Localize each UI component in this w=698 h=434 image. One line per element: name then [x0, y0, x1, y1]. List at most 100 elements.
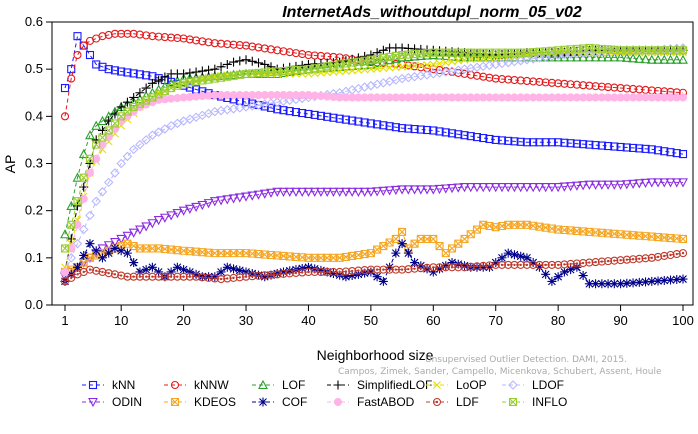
series-line-odin: [64, 181, 683, 278]
point-cof-61: [435, 264, 445, 274]
point-ldf-34: [266, 270, 276, 279]
point-knnw-9: [110, 29, 119, 38]
point-knn-36: [279, 106, 288, 115]
point-inflo-3: [73, 197, 82, 206]
point-knn-42: [316, 111, 325, 120]
point-loop-65: [460, 55, 469, 64]
point-knnw-89: [610, 83, 619, 92]
point-ldof-14: [141, 135, 151, 145]
point-odin-56: [403, 185, 414, 195]
y-tick-label-5: 0.5: [25, 61, 43, 76]
point-cof-84: [578, 271, 588, 281]
point-loop-51: [373, 64, 382, 73]
point-knn-78: [541, 138, 550, 147]
point-ldf-99: [672, 250, 681, 259]
point-knnw-35: [273, 46, 282, 55]
point-cof-98: [666, 275, 676, 285]
point-ldf-55: [398, 265, 407, 274]
point-knnw-76: [529, 77, 538, 86]
point-ldf-97: [660, 251, 669, 260]
point-ldof-16: [153, 127, 164, 137]
point-odin-65: [459, 183, 470, 193]
point-ldof-10: [116, 158, 126, 169]
point-knn-40: [304, 109, 313, 119]
point-odin-48: [353, 187, 364, 197]
point-lof-99: [671, 54, 682, 64]
point-loop-50: [366, 65, 375, 74]
point-odin-93: [634, 179, 645, 189]
point-ldf-100: [678, 249, 688, 258]
point-knnw-18: [167, 33, 176, 42]
point-cof-36: [278, 267, 288, 277]
point-knnw-88: [604, 83, 613, 92]
point-ldf-28: [229, 273, 238, 282]
point-knn-51: [373, 120, 382, 129]
point-odin-85: [584, 180, 595, 190]
point-cof-44: [328, 269, 338, 279]
point-odin-73: [509, 183, 520, 193]
point-ldf-83: [572, 259, 581, 268]
point-odin-33: [259, 189, 270, 199]
point-simplifiedlof-30: [241, 55, 251, 65]
point-cof-3: [72, 262, 82, 272]
point-odin-98: [665, 178, 676, 188]
point-cof-16: [154, 267, 164, 277]
point-cof-19: [172, 262, 182, 272]
point-odin-44: [328, 187, 339, 197]
point-ldf-92: [629, 255, 638, 264]
point-cof-31: [247, 269, 257, 279]
legend-item-knn: kNN: [82, 378, 135, 392]
point-knn-96: [653, 146, 663, 155]
point-ldf-77: [535, 260, 544, 269]
point-loop-47: [348, 66, 357, 75]
point-knn-3: [73, 32, 82, 41]
point-cof-47: [347, 271, 357, 281]
y-axis: 0.0 0.1 0.2 0.3 0.4 0.5 0.6: [25, 14, 52, 312]
point-odin-17: [159, 213, 170, 223]
point-knn-54: [391, 123, 400, 132]
point-knnw-40: [304, 50, 313, 60]
point-lof-95: [646, 54, 657, 64]
point-knnw-21: [185, 35, 194, 44]
y-tick-label-6: 0.6: [25, 14, 43, 29]
point-knn-86: [591, 141, 600, 150]
x-axis: 1 10 20 30 40 50 60 70 80 90 100: [61, 305, 694, 328]
point-knnw-13: [135, 30, 144, 39]
point-ldf-70: [491, 260, 500, 269]
point-lof-98: [665, 54, 676, 64]
point-ldf-71: [497, 260, 507, 269]
point-loop-52: [379, 64, 388, 73]
point-odin-75: [522, 183, 532, 193]
point-odin-37: [284, 187, 295, 197]
point-ldf-56: [404, 265, 413, 274]
point-simplifiedlof-22: [191, 67, 201, 77]
point-cof-10: [116, 246, 126, 256]
x-tick-label-6: 60: [426, 313, 440, 328]
point-odin-66: [465, 183, 476, 193]
point-cof-40: [303, 262, 313, 272]
point-cof-55: [397, 239, 407, 249]
x-tick-label-4: 40: [301, 313, 315, 328]
point-ldf-38: [291, 268, 301, 277]
x-tick-label-9: 90: [613, 313, 627, 328]
point-knnw-68: [479, 72, 488, 81]
point-knn-49: [360, 118, 369, 127]
point-cof-75: [522, 253, 532, 263]
point-cof-33: [260, 272, 270, 282]
point-fastabod-1: [60, 267, 70, 277]
point-knnw-32: [254, 43, 263, 52]
point-odin-94: [640, 178, 651, 189]
point-ldf-19: [173, 272, 182, 281]
point-odin-90: [615, 180, 626, 190]
point-cof-77: [534, 262, 544, 272]
legend-marker-simplifiedlof: [333, 380, 343, 390]
point-odin-21: [184, 204, 195, 214]
point-odin-26: [216, 196, 226, 206]
point-odin-59: [422, 185, 432, 195]
point-simplifiedlof-20: [179, 69, 189, 79]
point-cof-46: [341, 272, 351, 282]
point-ldf-48: [354, 266, 363, 275]
point-knn-64: [454, 130, 463, 139]
point-knnw-28: [229, 40, 238, 49]
point-simplifiedlof-5: [85, 159, 95, 168]
